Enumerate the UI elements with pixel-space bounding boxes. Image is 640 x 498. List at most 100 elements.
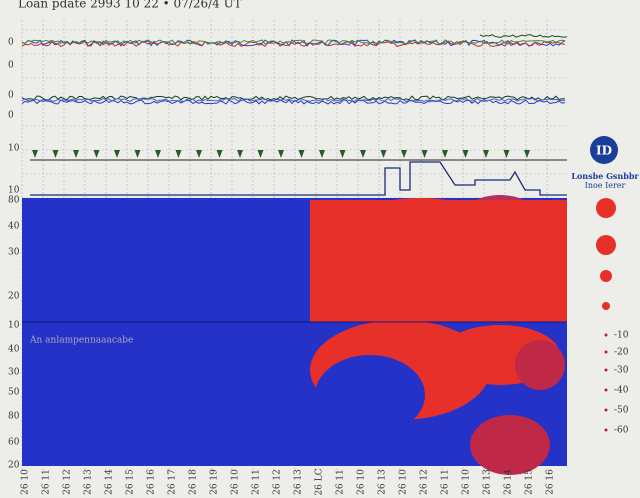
- left-label: 50: [8, 388, 20, 398]
- bottom-label: 26 10: [399, 469, 409, 495]
- legend-circle: [604, 333, 608, 337]
- marker: [73, 150, 79, 158]
- region: [515, 340, 565, 390]
- bottom-label: 26 14: [105, 469, 115, 495]
- legend-circle: [600, 270, 612, 282]
- bottom-label: 26 13: [378, 469, 388, 495]
- legend-circle: [604, 368, 608, 372]
- red-regions: [310, 195, 567, 475]
- left-label: 80: [8, 412, 20, 422]
- annotation: An anlampennaaacabe: [29, 336, 133, 346]
- legend-label: -20: [614, 348, 629, 358]
- legend-label: -40: [614, 386, 629, 396]
- legend: -10 -20 -30 -40 -50 -60: [596, 198, 629, 436]
- bottom-label: 26 15: [525, 469, 535, 495]
- marker: [503, 150, 510, 158]
- left-label: 0: [8, 38, 14, 48]
- marker: [524, 150, 530, 158]
- bottom-label: 26 LC: [315, 468, 325, 495]
- bottom-label: 26 15: [126, 469, 136, 495]
- left-label: 60: [8, 438, 20, 448]
- region: [470, 415, 550, 475]
- left-label: 40: [8, 345, 20, 355]
- logo-line: Lonsbe Gsnbbr: [571, 171, 639, 181]
- legend-circle: [602, 302, 610, 310]
- marker: [32, 150, 38, 158]
- legend-circle: [604, 350, 608, 354]
- bottom-label: 26 13: [483, 469, 493, 495]
- bottom-label: 26 13: [294, 469, 304, 495]
- bottom-label: 26 19: [210, 469, 220, 495]
- bottom-label: 26 10: [21, 469, 31, 495]
- marker: [237, 150, 243, 158]
- legend-circle: [604, 408, 608, 412]
- trace: [21, 40, 566, 48]
- bottom-label: 26 10: [231, 469, 241, 495]
- bottom-label: 26 10: [357, 469, 367, 495]
- left-label: 20: [8, 292, 20, 302]
- step-line: [30, 161, 567, 196]
- bottom-label: 26 11: [42, 469, 52, 495]
- marker: [462, 150, 469, 158]
- legend-circle: [596, 198, 616, 218]
- legend-label: -10: [614, 331, 629, 341]
- left-label: 40: [8, 222, 20, 232]
- logo-circle: [590, 136, 618, 164]
- legend-label: -30: [614, 366, 629, 376]
- marker: [257, 150, 264, 158]
- left-label: 30: [8, 368, 20, 378]
- logo-mark: ID: [596, 144, 612, 158]
- trace: [21, 39, 566, 45]
- marker: [401, 150, 407, 158]
- legend-circle: [596, 235, 616, 255]
- marker: [278, 150, 284, 158]
- region: [310, 200, 567, 322]
- marker: [155, 150, 161, 158]
- bottom-label: 26 12: [420, 469, 430, 495]
- marker: [298, 150, 305, 158]
- trace: [479, 34, 568, 38]
- left-label: 10: [8, 186, 20, 196]
- legend-circle: [604, 388, 608, 392]
- marker: [134, 150, 141, 158]
- trace: [21, 95, 566, 101]
- bottom-label: 26 11: [252, 469, 262, 495]
- marker: [483, 150, 489, 158]
- trace: [21, 97, 566, 103]
- marker: [380, 150, 387, 158]
- title: Loan pdate 2993 10 22 • 07/26/4 UT: [18, 0, 242, 11]
- bottom-label: 26 13: [84, 469, 94, 495]
- marker: [216, 150, 223, 158]
- marker: [93, 150, 100, 158]
- marker: [339, 150, 346, 158]
- marker: [360, 150, 366, 158]
- logo-line: Inoe Ierer: [585, 181, 626, 190]
- left-label: 0: [8, 91, 14, 101]
- left-label: 20: [8, 461, 20, 471]
- marker: [319, 150, 325, 158]
- bottom-label: 26 12: [273, 469, 283, 495]
- marker: [442, 150, 448, 158]
- bottom-label: 26 12: [63, 469, 73, 495]
- left-label: 0: [8, 61, 14, 71]
- marker: [196, 150, 202, 158]
- left-label: 10: [8, 321, 20, 331]
- bottom-label: 26 11: [441, 469, 451, 495]
- left-label: 80: [8, 196, 20, 206]
- legend-circle: [604, 428, 608, 432]
- bottom-label: 26 11: [336, 469, 346, 495]
- region: [315, 355, 425, 435]
- legend-label: -60: [614, 426, 629, 436]
- bottom-label: 26 18: [189, 469, 199, 495]
- left-label: 0: [8, 111, 14, 121]
- marker: [175, 150, 182, 158]
- bottom-label: 26 14: [504, 469, 514, 495]
- bottom-label: 26 17: [168, 469, 178, 495]
- bottom-label: 26 16: [147, 469, 157, 495]
- marker: [52, 150, 59, 158]
- legend-label: -50: [614, 406, 629, 416]
- bottom-label: 26 16: [546, 469, 556, 495]
- bottom-label: 26 10: [462, 469, 472, 495]
